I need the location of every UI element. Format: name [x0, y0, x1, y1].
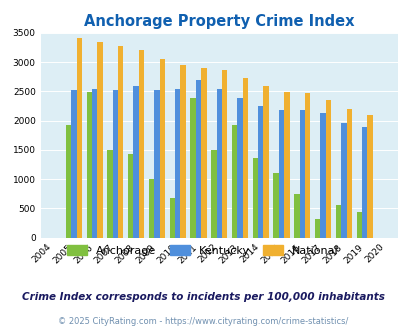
- Bar: [320, 113, 325, 238]
- Bar: [284, 92, 289, 238]
- Bar: [92, 89, 97, 238]
- Bar: [77, 38, 82, 238]
- Title: Anchorage Property Crime Index: Anchorage Property Crime Index: [84, 14, 354, 29]
- Bar: [159, 59, 164, 238]
- Bar: [175, 88, 180, 238]
- Bar: [222, 70, 227, 238]
- Text: Crime Index corresponds to incidents per 100,000 inhabitants: Crime Index corresponds to incidents per…: [21, 292, 384, 302]
- Bar: [278, 110, 284, 238]
- Bar: [190, 98, 195, 238]
- Bar: [216, 88, 222, 238]
- Bar: [294, 194, 299, 238]
- Bar: [195, 80, 200, 238]
- Bar: [237, 98, 242, 238]
- Bar: [314, 219, 320, 238]
- Bar: [139, 50, 144, 238]
- Bar: [66, 125, 71, 238]
- Legend: Anchorage, Kentucky, National: Anchorage, Kentucky, National: [63, 241, 342, 260]
- Bar: [180, 65, 185, 238]
- Bar: [325, 100, 330, 238]
- Bar: [128, 154, 133, 238]
- Bar: [200, 68, 206, 238]
- Bar: [304, 93, 310, 238]
- Bar: [346, 109, 351, 238]
- Bar: [340, 123, 346, 238]
- Bar: [149, 179, 154, 238]
- Bar: [367, 115, 372, 238]
- Bar: [252, 157, 258, 238]
- Bar: [118, 47, 123, 238]
- Bar: [97, 42, 102, 238]
- Text: © 2025 CityRating.com - https://www.cityrating.com/crime-statistics/: © 2025 CityRating.com - https://www.city…: [58, 317, 347, 326]
- Bar: [231, 125, 237, 238]
- Bar: [86, 92, 92, 238]
- Bar: [335, 206, 340, 238]
- Bar: [258, 106, 263, 238]
- Bar: [133, 86, 139, 238]
- Bar: [154, 90, 159, 238]
- Bar: [107, 150, 113, 238]
- Bar: [71, 90, 77, 238]
- Bar: [299, 110, 304, 238]
- Bar: [263, 86, 268, 238]
- Bar: [113, 90, 118, 238]
- Bar: [361, 127, 367, 238]
- Bar: [211, 150, 216, 238]
- Bar: [169, 198, 175, 238]
- Bar: [356, 213, 361, 238]
- Bar: [273, 173, 278, 238]
- Bar: [242, 78, 247, 238]
